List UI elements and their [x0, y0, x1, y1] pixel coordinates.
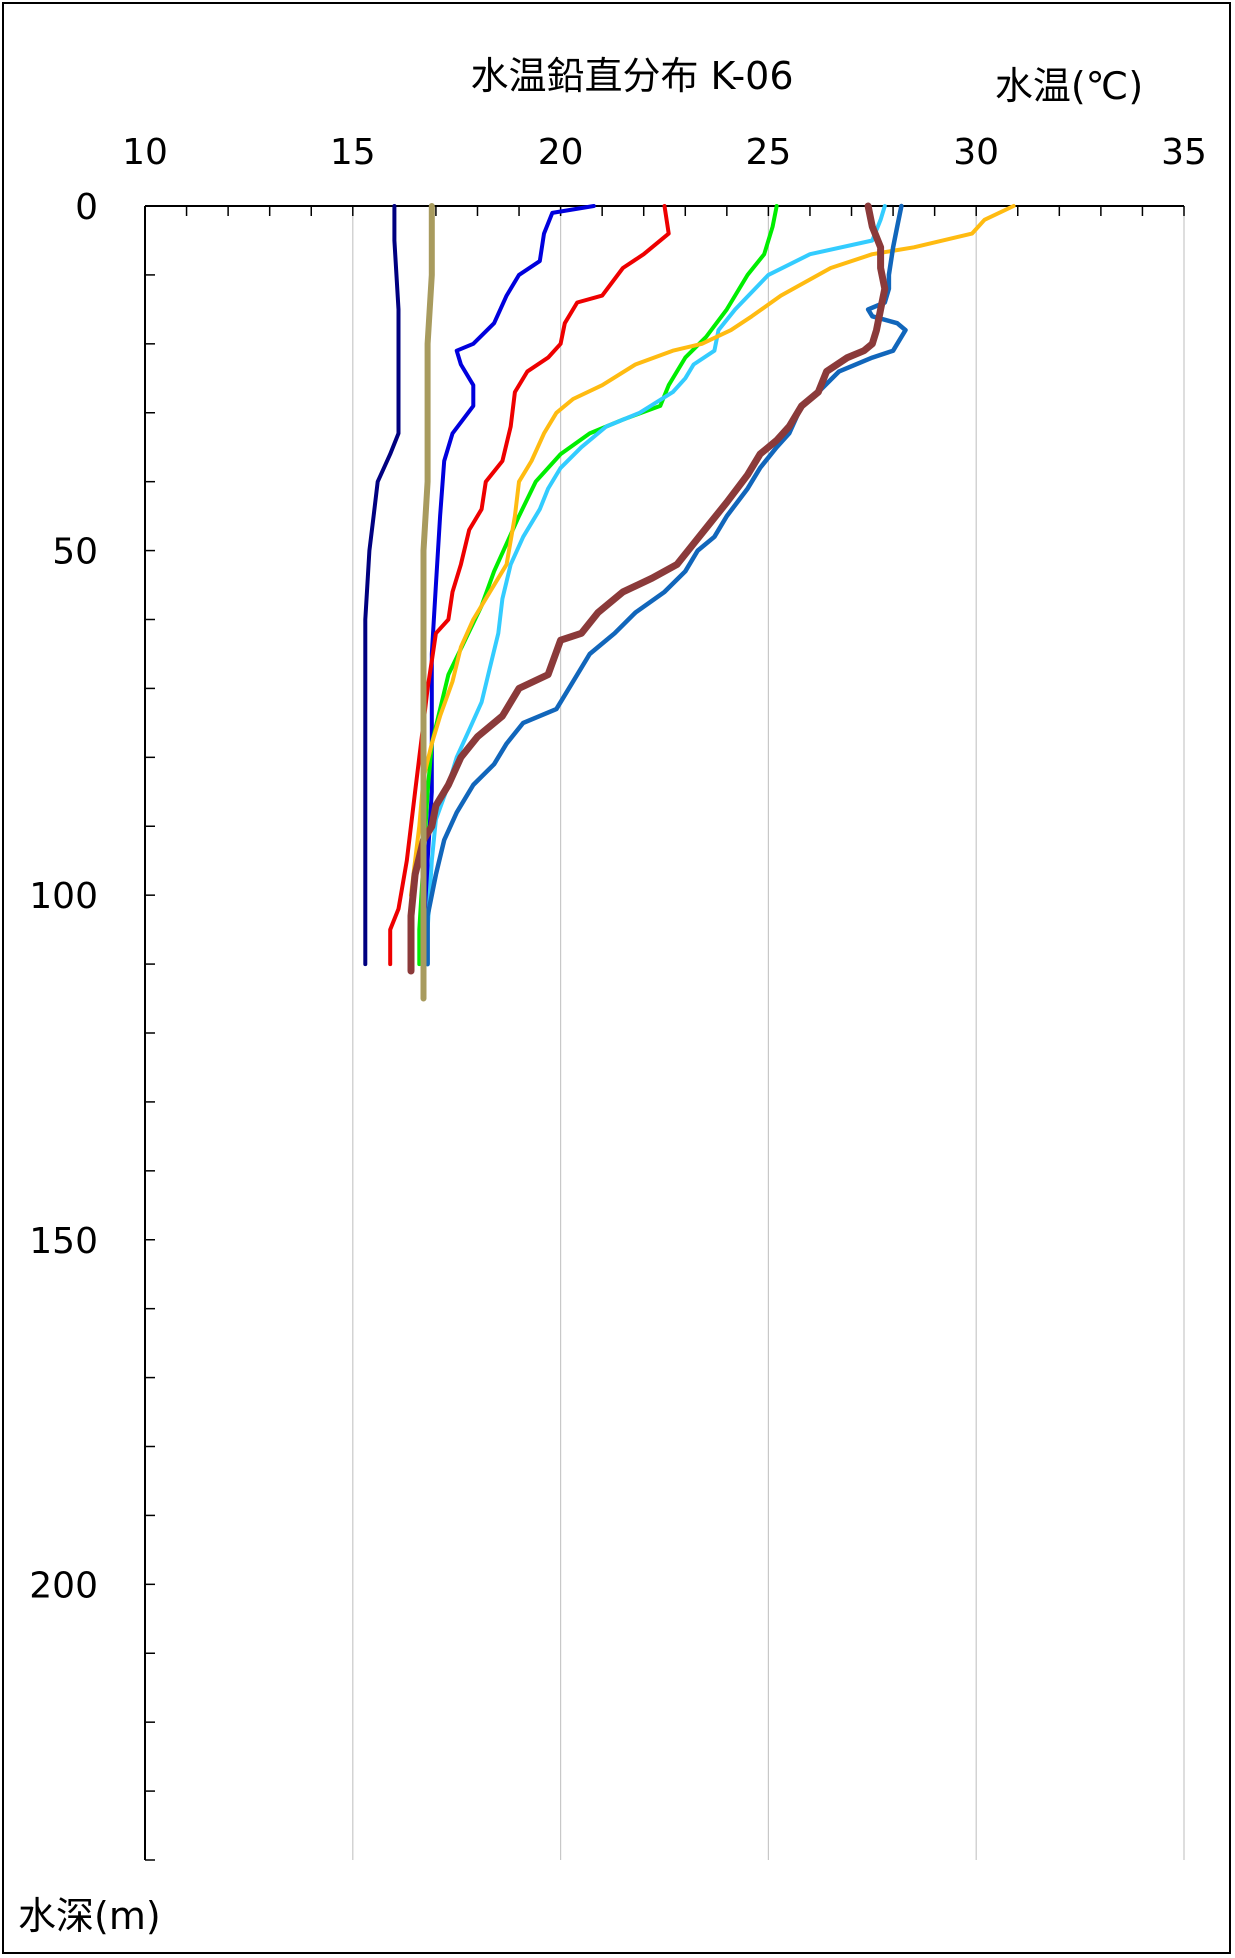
- x-tick-label-20: 20: [538, 132, 584, 173]
- series-line-9: [420, 203, 435, 1002]
- y-tick-label-150: 150: [29, 1221, 98, 1262]
- y-tick-label-200: 200: [29, 1565, 98, 1606]
- x-tick-label-10: 10: [122, 132, 168, 173]
- x-tick-label-35: 35: [1161, 132, 1207, 173]
- axes: [144, 205, 1185, 1861]
- series-line-3: [388, 204, 671, 967]
- y-axis-title: 水深(m): [18, 1894, 161, 1938]
- series-lines: [363, 202, 1016, 1002]
- y-tick-label-50: 50: [52, 532, 98, 573]
- series-line-8: [407, 202, 889, 975]
- y-axis-ticks: 0 50 100 150 200: [29, 187, 98, 1606]
- x-axis-ticks: 10 15 20 25 30 35: [122, 132, 1207, 173]
- x-tick-label-15: 15: [330, 132, 376, 173]
- series-line-6: [409, 204, 1016, 898]
- grid-lines: [352, 206, 1185, 1860]
- x-axis-title: 水温(℃): [995, 64, 1143, 108]
- chart-title: 水温鉛直分布 K-06: [470, 54, 793, 98]
- x-tick-label-25: 25: [745, 132, 791, 173]
- series-line-7: [425, 203, 908, 967]
- series-line-4: [417, 204, 779, 967]
- temperature-depth-chart: 水温鉛直分布 K-06 水温(℃) 水深(m) 10 15 20 25 30 35 0 50…: [18, 54, 1207, 1938]
- y-tick-label-100: 100: [29, 876, 98, 917]
- x-tick-label-30: 30: [953, 132, 999, 173]
- y-tick-label-0: 0: [75, 187, 98, 228]
- series-line-1: [363, 204, 401, 967]
